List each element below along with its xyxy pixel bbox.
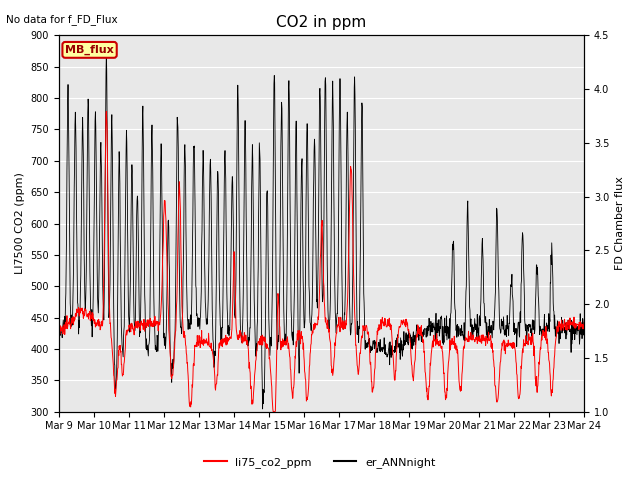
- er_ANNnight: [55, 327, 63, 333]
- er_ANNnight: [404, 340, 412, 346]
- li75_co2_ppm: [518, 346, 526, 352]
- er_ANNnight: [259, 406, 266, 412]
- li75_co2_ppm: [472, 335, 480, 341]
- li75_co2_ppm: [102, 108, 110, 114]
- er_ANNnight: [580, 319, 588, 325]
- Line: er_ANNnight: er_ANNnight: [59, 53, 584, 409]
- li75_co2_ppm: [231, 271, 239, 276]
- Legend: li75_co2_ppm, er_ANNnight: li75_co2_ppm, er_ANNnight: [200, 452, 440, 472]
- li75_co2_ppm: [55, 331, 63, 336]
- Y-axis label: FD Chamber flux: FD Chamber flux: [615, 177, 625, 270]
- er_ANNnight: [472, 323, 480, 328]
- li75_co2_ppm: [404, 320, 412, 326]
- er_ANNnight: [518, 230, 526, 236]
- er_ANNnight: [102, 50, 110, 56]
- li75_co2_ppm: [159, 239, 167, 244]
- li75_co2_ppm: [580, 320, 588, 325]
- er_ANNnight: [159, 311, 167, 316]
- li75_co2_ppm: [269, 409, 277, 415]
- er_ANNnight: [231, 313, 239, 319]
- Text: MB_flux: MB_flux: [65, 45, 114, 55]
- li75_co2_ppm: [172, 318, 180, 324]
- Title: CO2 in ppm: CO2 in ppm: [276, 15, 367, 30]
- Text: No data for f_FD_Flux: No data for f_FD_Flux: [6, 14, 118, 25]
- er_ANNnight: [172, 248, 180, 254]
- Y-axis label: LI7500 CO2 (ppm): LI7500 CO2 (ppm): [15, 173, 25, 275]
- Line: li75_co2_ppm: li75_co2_ppm: [59, 111, 584, 412]
